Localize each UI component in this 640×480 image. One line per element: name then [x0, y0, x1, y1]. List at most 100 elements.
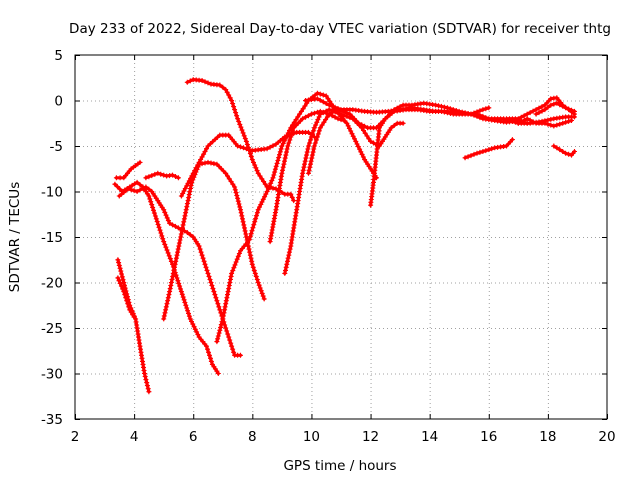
data-point: [143, 377, 149, 383]
data-point: [144, 380, 150, 386]
data-point: [287, 246, 293, 252]
data-point: [208, 280, 214, 285]
data-point: [143, 175, 149, 181]
data-point: [215, 371, 221, 376]
data-point: [202, 149, 208, 154]
data-point: [229, 98, 235, 103]
data-point: [221, 310, 227, 316]
data-point: [199, 78, 205, 83]
data-point: [321, 119, 327, 125]
data-point: [159, 233, 165, 239]
y-tick-label: -25: [41, 321, 63, 337]
data-point: [220, 84, 226, 90]
data-point: [311, 110, 317, 116]
data-point: [281, 138, 287, 144]
data-point: [228, 179, 234, 184]
data-point: [230, 268, 236, 274]
data-point: [480, 107, 486, 113]
data-point: [151, 207, 156, 213]
data-point: [515, 120, 521, 126]
data-point: [169, 277, 175, 282]
data-point: [317, 125, 323, 131]
data-point: [183, 210, 189, 216]
data-point: [237, 121, 243, 127]
data-point: [243, 146, 249, 152]
data-point: [524, 120, 530, 126]
data-point: [245, 243, 251, 249]
data-point: [226, 283, 232, 288]
data-point: [175, 278, 181, 284]
data-point: [272, 169, 278, 175]
data-point: [303, 114, 308, 120]
data-point: [486, 147, 492, 153]
data-point: [235, 195, 241, 201]
data-point: [480, 149, 486, 154]
data-point: [308, 111, 314, 117]
x-tick-label: 2: [71, 429, 80, 445]
data-point: [362, 130, 368, 136]
data-point: [231, 104, 237, 110]
data-point: [155, 170, 161, 176]
series-track-04: [113, 159, 143, 181]
data-point: [356, 120, 362, 126]
data-point: [566, 118, 572, 124]
data-point: [312, 140, 318, 146]
data-point: [352, 136, 357, 142]
data-point: [125, 301, 131, 307]
data-point: [182, 300, 188, 305]
data-point: [216, 330, 222, 336]
x-tick-label: 14: [421, 429, 438, 445]
data-point: [182, 186, 188, 191]
data-point: [242, 228, 248, 234]
series-line: [113, 180, 220, 376]
data-point: [153, 216, 159, 222]
data-point: [542, 120, 548, 126]
data-point: [167, 220, 173, 226]
data-point: [327, 98, 333, 104]
data-point: [214, 298, 220, 304]
data-point: [176, 240, 182, 246]
data-point: [165, 295, 171, 301]
data-point: [272, 210, 278, 216]
data-point: [165, 298, 171, 304]
data-point: [225, 292, 230, 298]
data-point: [248, 255, 254, 261]
data-point: [167, 256, 173, 262]
data-point: [483, 106, 489, 112]
data-point: [268, 233, 274, 239]
data-point: [197, 246, 203, 252]
data-point: [187, 189, 193, 194]
data-point: [192, 326, 198, 332]
data-point: [183, 207, 189, 213]
data-point: [248, 154, 254, 160]
data-point: [236, 201, 242, 207]
data-point: [309, 152, 315, 158]
data-point: [220, 316, 226, 322]
data-point: [173, 174, 178, 179]
data-point: [161, 316, 167, 322]
data-point: [173, 223, 178, 229]
data-point: [462, 155, 468, 161]
data-point: [297, 111, 303, 117]
data-point: [137, 182, 143, 188]
data-point: [274, 160, 280, 166]
data-point: [175, 175, 181, 181]
data-point: [275, 158, 281, 163]
series-track-17: [504, 95, 577, 122]
data-point: [223, 301, 229, 307]
data-point: [178, 289, 184, 295]
data-point: [483, 148, 489, 154]
series-track-11: [267, 108, 347, 245]
data-point: [146, 186, 152, 192]
x-tick-labels: 2 4 6 8 10 12 14 16 18 20: [71, 429, 616, 445]
data-point: [277, 152, 282, 158]
data-point: [284, 133, 290, 139]
data-point: [234, 256, 240, 262]
data-point: [551, 143, 557, 149]
data-point: [382, 116, 388, 122]
data-point: [400, 120, 406, 126]
data-point: [300, 106, 306, 112]
data-point: [281, 161, 287, 167]
data-point: [359, 151, 365, 157]
data-point: [225, 173, 230, 179]
